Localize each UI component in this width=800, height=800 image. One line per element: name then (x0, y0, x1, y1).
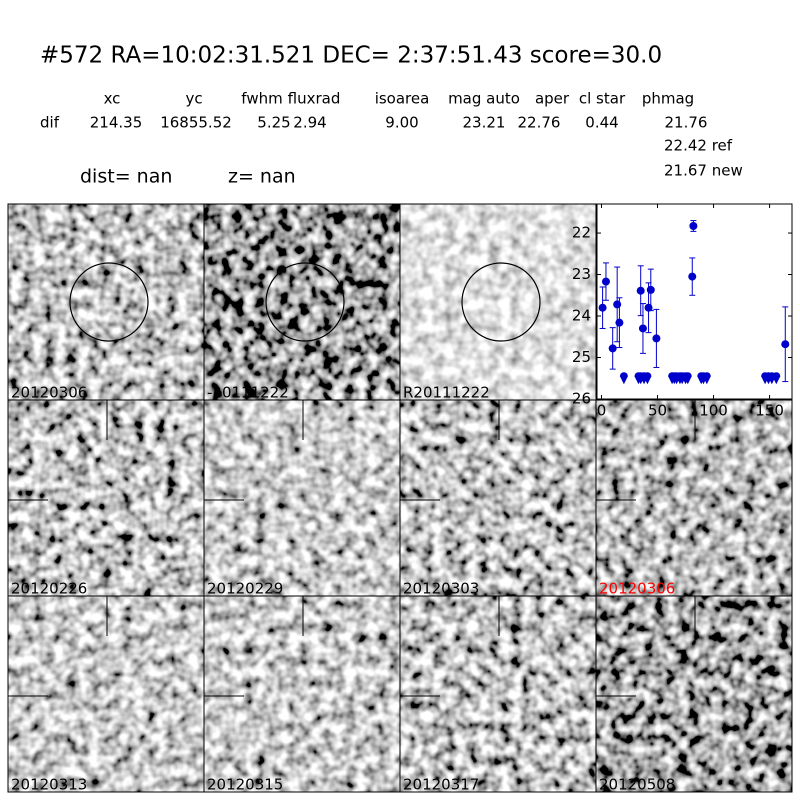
ref-mag: 22.42 ref (664, 137, 733, 155)
column-header: fluxrad (288, 90, 341, 108)
cell: 23.21 (463, 114, 506, 132)
stamp-label: R20111222 (403, 384, 490, 402)
stamp-label: 20120306 (599, 580, 675, 598)
aperture (265, 262, 345, 342)
point (646, 285, 655, 294)
stamp-image (596, 400, 792, 596)
point (613, 300, 622, 309)
column-header: fwhm (241, 90, 282, 108)
point (615, 318, 624, 327)
stamp-label: 20120303 (403, 580, 479, 598)
stamp-image (8, 400, 204, 596)
aperture (461, 262, 541, 342)
column-header: yc (185, 90, 202, 108)
cell: 0.44 (585, 114, 618, 132)
stamp-label: 20120508 (599, 776, 675, 794)
cell: 9.00 (385, 114, 418, 132)
upper-limit (772, 372, 781, 385)
cell: 21.76 (665, 114, 708, 132)
title: #572 RA=10:02:31.521 DEC= 2:37:51.43 sco… (40, 43, 662, 69)
point (636, 286, 645, 295)
point (598, 303, 607, 312)
plot-area (596, 203, 793, 400)
column-header: xc (104, 90, 121, 108)
dist: dist= nan (80, 166, 172, 188)
y-tick-label: 26 (572, 390, 591, 408)
upper-limit (643, 372, 652, 385)
stamp-label: -20111222 (207, 384, 289, 402)
stamp-image (8, 596, 204, 792)
stamp-image (204, 596, 400, 792)
cell: 2.94 (293, 114, 326, 132)
stamp-label: 20120306 (11, 384, 87, 402)
stamp-image (204, 400, 400, 596)
stamp-label: 20120315 (207, 776, 283, 794)
stamp-label: 20120317 (403, 776, 479, 794)
column-header: aper (535, 90, 570, 108)
point (608, 344, 617, 353)
stamp-label: 20120226 (11, 580, 87, 598)
stamp-image (596, 596, 792, 792)
row-label: dif (40, 114, 60, 132)
stamp-border (595, 595, 793, 793)
cell: 214.35 (90, 114, 143, 132)
point (652, 334, 661, 343)
upper-limit (683, 372, 692, 385)
new-mag: 21.67 new (664, 162, 743, 180)
upper-limit (619, 372, 628, 385)
x-tick-label: 150 (755, 402, 784, 420)
z: z= nan (228, 166, 296, 188)
cell: 16855.52 (160, 114, 232, 132)
cell: 5.25 (257, 114, 290, 132)
column-header: cl star (579, 90, 626, 108)
aperture (69, 262, 149, 342)
x-tick-label: 100 (699, 402, 728, 420)
stamp-image (204, 204, 400, 400)
upper-limit (702, 372, 711, 385)
point (601, 277, 610, 286)
column-header: phmag (642, 90, 694, 108)
point (781, 340, 790, 349)
column-header: mag auto (448, 90, 520, 108)
stamp-image (400, 596, 596, 792)
y-tick-label: 24 (572, 307, 591, 325)
stamp-image (400, 400, 596, 596)
point (688, 272, 697, 281)
x-tick-label: 0 (597, 402, 607, 420)
column-header: isoarea (375, 90, 430, 108)
y-tick-label: 22 (572, 224, 591, 242)
x-tick-label: 50 (648, 402, 667, 420)
point (689, 221, 698, 230)
y-tick-label: 23 (572, 265, 591, 283)
stamp-label: 20120313 (11, 776, 87, 794)
point (638, 324, 647, 333)
cell: 22.76 (518, 114, 561, 132)
stamp-image (8, 204, 204, 400)
stamp-label: 20120229 (207, 580, 283, 598)
y-tick-label: 25 (572, 348, 591, 366)
stamp-image (400, 204, 596, 400)
